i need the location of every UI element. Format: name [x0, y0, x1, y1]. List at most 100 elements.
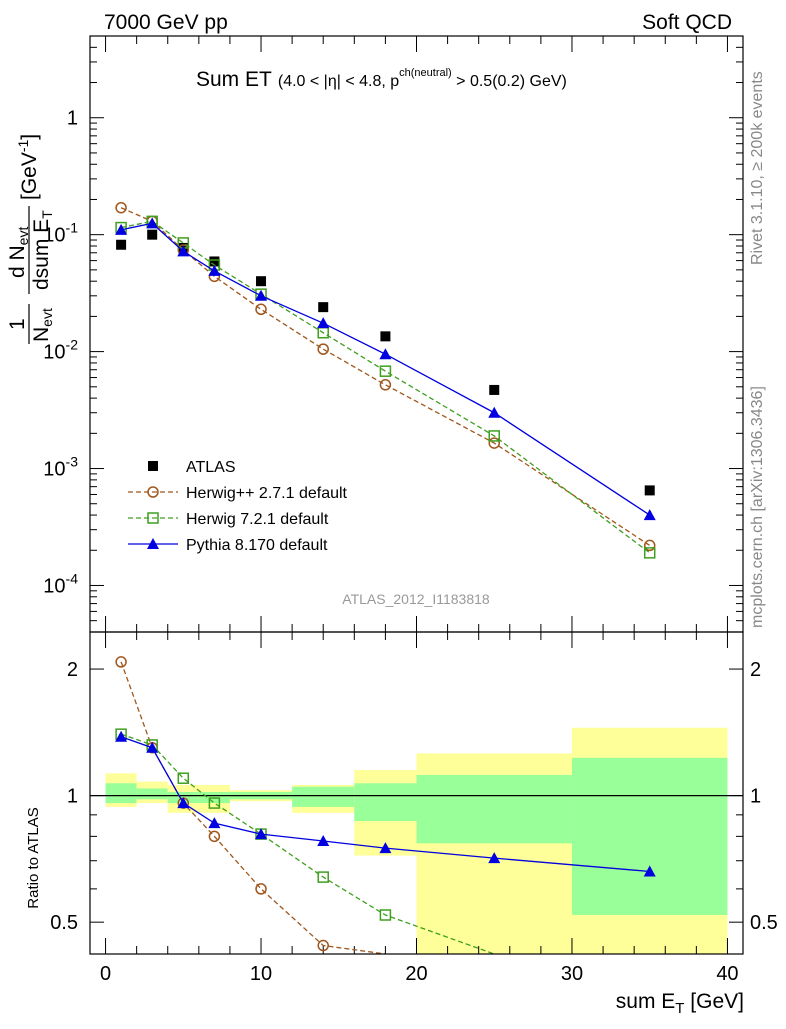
x-axis-ticks: 0 10 20 30 40: [100, 36, 739, 985]
ratio-tick-label-right: 1: [750, 786, 761, 808]
legend-marker-herwig7: [147, 512, 159, 524]
main-herwigpp-point: [488, 437, 500, 449]
ylabel-num: 1: [6, 318, 29, 330]
y-tick-exp: -3: [66, 454, 79, 470]
legend-label-herwigpp: Herwig++ 2.7.1 default: [186, 485, 348, 502]
main-herwigpp-point: [317, 343, 329, 355]
ratio-herwig7-point: [317, 871, 329, 883]
y-tick-label: 1: [67, 108, 78, 130]
ratio-pythia-point: [177, 797, 190, 809]
x-tick-label: 20: [405, 963, 427, 985]
svg-text:d Nevt: d Nevt: [6, 227, 31, 278]
y-tick-label: 10-4: [43, 570, 78, 597]
legend-marker-atlas: [148, 461, 158, 471]
ratio-herwig7-point: [208, 797, 221, 809]
band-inner-0: [105, 783, 137, 804]
y-tick-label: 10-2: [43, 337, 78, 364]
main-atlas-point: [644, 485, 655, 496]
y-tick-base: 10: [43, 575, 65, 597]
y-tick-exp: -4: [66, 570, 79, 586]
ratio-pythia-point: [255, 828, 268, 840]
x-tick-label: 40: [716, 963, 738, 985]
header-category: Soft QCD: [642, 11, 732, 34]
ratio-herwigpp-point: [208, 830, 221, 843]
y-tick-base: 10: [43, 459, 65, 481]
main-herwig7-line: [120, 220, 651, 554]
main-herwigpp-line: [120, 207, 651, 546]
main-pythia-point: [488, 406, 501, 418]
main-panel-series: [115, 201, 656, 559]
band-inner-6: [354, 783, 417, 822]
main-atlas-point: [489, 384, 500, 395]
main-pythia-point: [208, 264, 221, 276]
ratio-tick-label-right: 0.5: [750, 912, 778, 934]
ratio-herwigpp-point: [115, 656, 127, 668]
main-pythia-point: [115, 223, 128, 235]
main-pythia-point: [255, 289, 268, 301]
x-axis-title: sum ET [GeV]: [616, 990, 744, 1017]
header-collision: 7000 GeV pp: [104, 11, 228, 34]
main-herwigpp-point: [643, 539, 656, 552]
y-tick-label: 10-3: [43, 454, 78, 481]
ratio-herwigpp-point: [255, 883, 267, 895]
main-herwig7-point: [379, 365, 392, 377]
ratio-herwigpp-point: [317, 939, 329, 952]
main-panel-axes: 10-410-310-210-11: [43, 35, 743, 633]
main-pythia-point: [317, 317, 330, 329]
y-tick-base: 10: [43, 225, 65, 247]
ratio-pythia-point: [488, 852, 501, 864]
ratio-panel-axes: 0.5 0.5 1 1 2 2: [50, 659, 778, 934]
y-tick-base: 10: [43, 342, 65, 364]
legend-label-herwig7: Herwig 7.2.1 default: [186, 511, 329, 528]
ratio-tick-label-right: 2: [750, 659, 761, 681]
band-inner-7: [416, 774, 572, 844]
ratio-herwig7-point: [379, 909, 392, 921]
x-tick-label: 0: [100, 963, 111, 985]
ratio-pythia-point: [208, 817, 221, 829]
ratio-tick-label-left: 2: [67, 659, 78, 681]
main-y-axis-title: 1 Nevt d Nevt dsum ET [GeV-1]: [6, 134, 55, 344]
legend-marker-herwigpp: [147, 486, 159, 498]
main-pythia-point: [146, 217, 159, 229]
ratio-pythia-point: [146, 741, 159, 753]
legend: ATLAS Herwig++ 2.7.1 default Herwig 7.2.1 …: [128, 459, 348, 554]
ratio-pythia-point: [643, 865, 656, 877]
svg-text:1: 1: [6, 318, 29, 330]
plot-title: Sum ET (4.0 < |η| < 4.8, pch(neutral) > 0…: [196, 67, 567, 91]
ratio-panel-frame: [89, 631, 744, 955]
ratio-panel-series: [115, 656, 656, 954]
main-pythia-point: [379, 348, 392, 360]
main-pythia-point: [177, 245, 190, 257]
y-tick-exp: -1: [66, 220, 79, 236]
main-herwig7-point: [643, 547, 656, 559]
ratio-herwig7-point: [177, 772, 190, 784]
ratio-tick-label-left: 1: [67, 786, 78, 808]
legend-label-atlas: ATLAS: [186, 459, 236, 476]
svg-text:Nevt: Nevt: [30, 308, 55, 342]
main-atlas-point: [380, 331, 391, 342]
band-inner-8: [571, 757, 728, 916]
main-atlas-point: [147, 229, 158, 240]
analysis-id: ATLAS_2012_I1183818: [342, 591, 490, 607]
ratio-pythia-point: [317, 834, 330, 846]
ratio-uncertainty-bands: [105, 727, 728, 954]
ratio-pythia-point: [379, 842, 392, 854]
ratio-pythia-point: [115, 730, 128, 742]
mcplots-label: mcplots.cern.ch [arXiv:1306.3436]: [749, 386, 766, 628]
main-herwigpp-point: [255, 303, 267, 316]
main-atlas-point: [116, 239, 127, 250]
main-atlas-point: [318, 302, 329, 313]
main-herwig7-point: [488, 430, 500, 442]
x-tick-label: 30: [561, 963, 583, 985]
svg-text:[GeV-1]: [GeV-1]: [15, 134, 41, 200]
y-tick-base: 1: [67, 108, 78, 130]
main-pythia-point: [643, 509, 656, 521]
ratio-tick-label-left: 0.5: [50, 912, 78, 934]
main-herwigpp-point: [115, 201, 127, 214]
ratio-y-axis-title: Ratio to ATLAS: [25, 807, 42, 908]
legend-marker-pythia: [147, 538, 159, 549]
x-tick-label: 10: [250, 963, 272, 985]
legend-label-pythia: Pythia 8.170 default: [186, 537, 328, 554]
band-inner-5: [292, 786, 355, 807]
